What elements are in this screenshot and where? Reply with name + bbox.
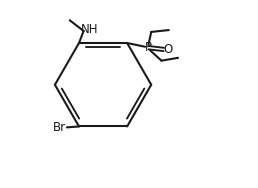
Text: O: O [164, 43, 173, 56]
Text: NH: NH [81, 23, 99, 36]
Text: Br: Br [53, 121, 66, 134]
Text: P: P [145, 41, 152, 54]
